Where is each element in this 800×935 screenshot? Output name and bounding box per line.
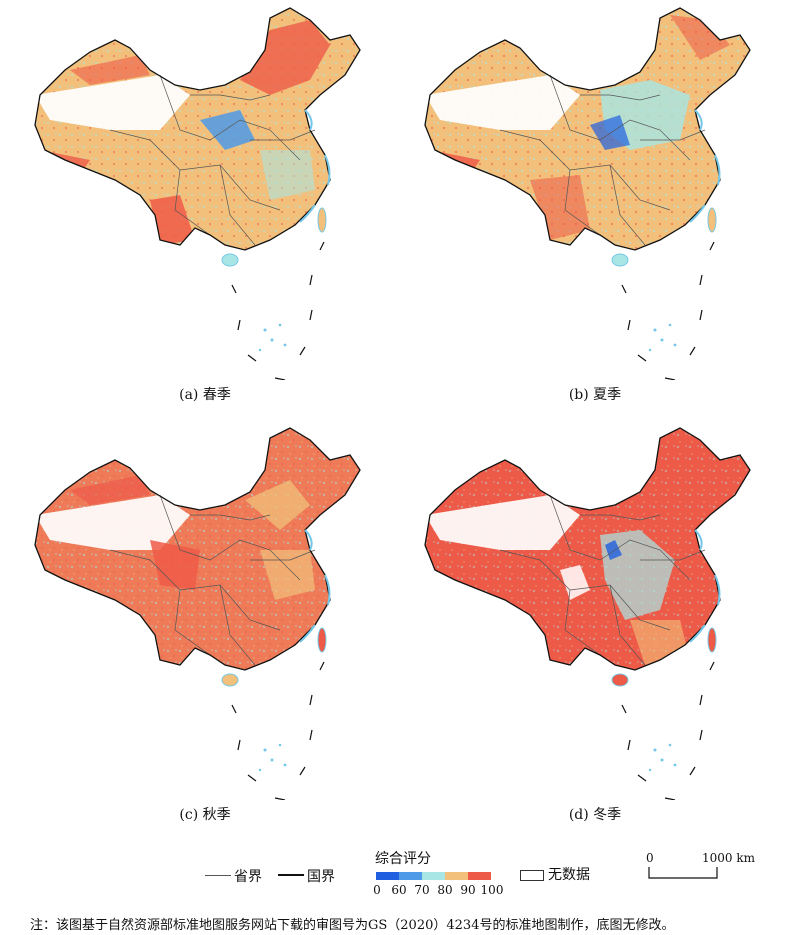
scale-distance-label: 1000 km (702, 851, 756, 865)
province-border-label: 省界 (234, 869, 262, 885)
south-sea-dashes (231, 241, 325, 380)
map-panel-winter: (d) 冬季 (400, 420, 790, 830)
china-map-summer (424, 7, 751, 380)
china-map-spring (34, 7, 361, 380)
south-sea-dashes (231, 661, 325, 800)
map-panel-autumn: (c) 秋季 (10, 420, 400, 830)
panel-caption: (a) 春季 (179, 387, 231, 403)
map-source-note: 注：该图基于自然资源部标准地图服务网站下载的审图号为GS（2020）4234号的… (30, 918, 675, 933)
score-tick-label: 60 (391, 883, 407, 897)
province-border-symbol (205, 875, 231, 876)
map-panel-spring: (a) 春季 (10, 0, 400, 410)
panel-caption: (b) 夏季 (568, 387, 622, 403)
score-swatch-80-90 (445, 872, 468, 880)
score-legend-title: 综合评分 (375, 851, 431, 867)
south-sea-dashes (621, 241, 715, 380)
score-swatch-60-70 (399, 872, 422, 880)
nodata-swatch (520, 870, 544, 881)
score-tick-label: 0 (373, 883, 381, 897)
panel-caption: (c) 秋季 (179, 807, 231, 823)
score-tick-label: 80 (437, 883, 453, 897)
national-border-symbol (278, 874, 304, 876)
scale-zero-label: 0 (646, 851, 654, 865)
score-swatch-90-100 (468, 872, 491, 880)
score-swatch-70-80 (422, 872, 445, 880)
china-map-autumn (34, 427, 361, 800)
score-tick-label: 90 (460, 883, 476, 897)
map-legend: 省界 国界 综合评分 0 60 70 80 90 100 无数据 0 1000 … (0, 845, 800, 905)
china-map-winter (424, 427, 751, 800)
scale-bar (648, 867, 718, 879)
score-tick-label: 70 (414, 883, 430, 897)
nodata-label: 无数据 (548, 867, 590, 883)
score-tick-label: 100 (480, 883, 504, 897)
panel-caption: (d) 冬季 (568, 807, 622, 823)
south-sea-dashes (621, 661, 715, 800)
map-panel-summer: (b) 夏季 (400, 0, 790, 410)
score-swatch-0-60 (376, 872, 399, 880)
national-border-label: 国界 (307, 869, 335, 885)
